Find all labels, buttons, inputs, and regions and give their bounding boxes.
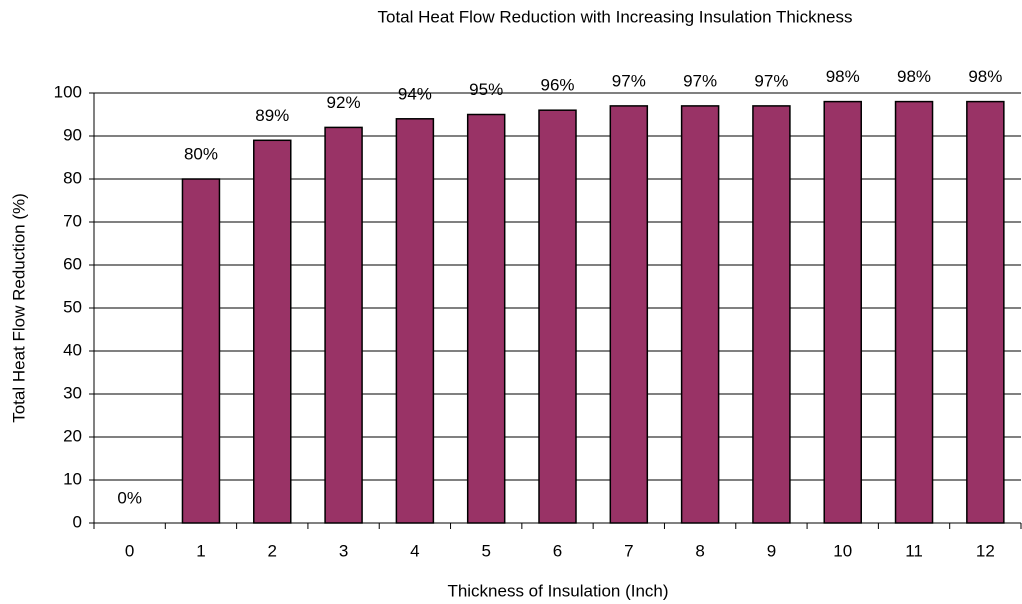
chart-title: Total Heat Flow Reduction with Increasin… <box>378 7 853 26</box>
bar <box>823 100 862 524</box>
y-tick-label: 80 <box>63 168 82 187</box>
y-tick-label: 20 <box>63 426 82 445</box>
bar <box>395 118 435 524</box>
y-tick-label: 30 <box>63 383 82 402</box>
bar <box>894 100 934 524</box>
bar <box>324 126 363 524</box>
x-tick-label: 0 <box>125 541 134 560</box>
data-label: 98% <box>968 67 1002 86</box>
data-label: 98% <box>897 67 931 86</box>
bar <box>538 109 577 524</box>
data-label: 98% <box>826 67 860 86</box>
data-label: 80% <box>184 144 218 163</box>
x-tick-label: 1 <box>196 541 205 560</box>
x-tick-label: 2 <box>268 541 277 560</box>
bar <box>966 100 1005 524</box>
data-label: 96% <box>540 76 574 95</box>
bar <box>752 105 791 524</box>
y-axis-title: Total Heat Flow Reduction (%) <box>9 193 28 423</box>
x-tick-label: 5 <box>481 541 490 560</box>
x-axis-title: Thickness of Insulation (Inch) <box>447 581 668 600</box>
x-tick-label: 9 <box>767 541 776 560</box>
data-label: 92% <box>327 93 361 112</box>
x-tick-label: 8 <box>695 541 704 560</box>
y-tick-label: 50 <box>63 297 82 316</box>
y-tick-label: 70 <box>63 211 82 230</box>
x-tick-label: 7 <box>624 541 633 560</box>
data-label: 97% <box>754 71 788 90</box>
y-tick-label: 100 <box>54 82 82 101</box>
data-label: 95% <box>469 80 503 99</box>
data-label: 0% <box>117 488 142 507</box>
x-tick-label: 4 <box>410 541 419 560</box>
data-label: 97% <box>683 71 717 90</box>
x-tick-label: 6 <box>553 541 562 560</box>
bar <box>253 139 292 524</box>
bar <box>609 105 649 524</box>
x-tick-label: 12 <box>976 541 995 560</box>
y-tick-label: 10 <box>63 469 82 488</box>
x-tick-label: 3 <box>339 541 348 560</box>
x-tick-label: 10 <box>833 541 852 560</box>
bar <box>466 113 506 524</box>
y-tick-label: 90 <box>63 125 82 144</box>
data-label: 97% <box>612 71 646 90</box>
data-label: 89% <box>255 106 289 125</box>
bar <box>181 178 221 524</box>
bar <box>680 105 720 524</box>
y-tick-label: 40 <box>63 340 82 359</box>
y-tick-label: 60 <box>63 254 82 273</box>
y-tick-label: 0 <box>73 512 82 531</box>
x-tick-label: 11 <box>905 541 923 560</box>
data-label: 94% <box>398 84 432 103</box>
